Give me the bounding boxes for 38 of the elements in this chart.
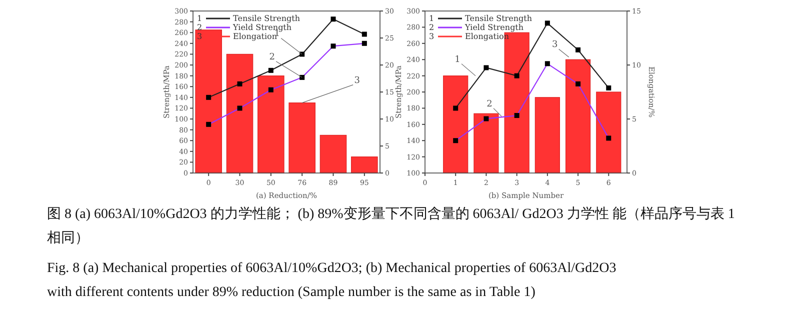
bar (258, 76, 284, 174)
legend-label: Elongation (233, 32, 277, 41)
caption: Fig. 8 (a) Mechanical properties of 6063Al/10%Gd2O3; (b) Mechanical properties of 6063Al/Gd2O3 with different contents under 89% reduction (Sample number is the same as in Table 1) (47, 260, 618, 302)
point (268, 68, 274, 73)
text: 3 (197, 32, 202, 41)
legend-label: Tensile Strength (465, 14, 532, 23)
legend-label: Yield Strength (464, 23, 524, 32)
point (576, 47, 581, 52)
bar (226, 54, 254, 174)
annotation: 3 (552, 40, 558, 50)
annotation: 1 (454, 54, 460, 65)
point (514, 73, 520, 78)
bar (596, 92, 622, 174)
bar (288, 102, 316, 174)
text: 1 (197, 14, 202, 23)
point (362, 32, 367, 37)
bar (351, 156, 378, 174)
annotation: 2 (486, 99, 492, 110)
bar (534, 97, 560, 174)
text: 1 (429, 14, 434, 23)
point (330, 16, 336, 22)
legend-label: Tensile Strength (233, 14, 300, 23)
point (300, 52, 305, 57)
bar (565, 59, 591, 174)
bar (443, 76, 468, 174)
text: 2 (429, 23, 434, 32)
point (544, 20, 550, 26)
point (606, 85, 612, 90)
caption: 图 8 (a) 6063Al/10%Gd2O3 的力学性能； (b) 89%变形量下不同含量的 6063Al/ Gd2O3 力学性 能（样品序号与表 1 相同） (47, 205, 736, 248)
annotation: 3 (354, 76, 360, 86)
annotation: 2 (269, 52, 275, 62)
point (206, 94, 212, 100)
bar (320, 134, 347, 174)
point (484, 65, 489, 70)
point (237, 81, 242, 86)
text: 3 (429, 32, 434, 41)
bar (474, 113, 499, 174)
point (453, 106, 458, 111)
